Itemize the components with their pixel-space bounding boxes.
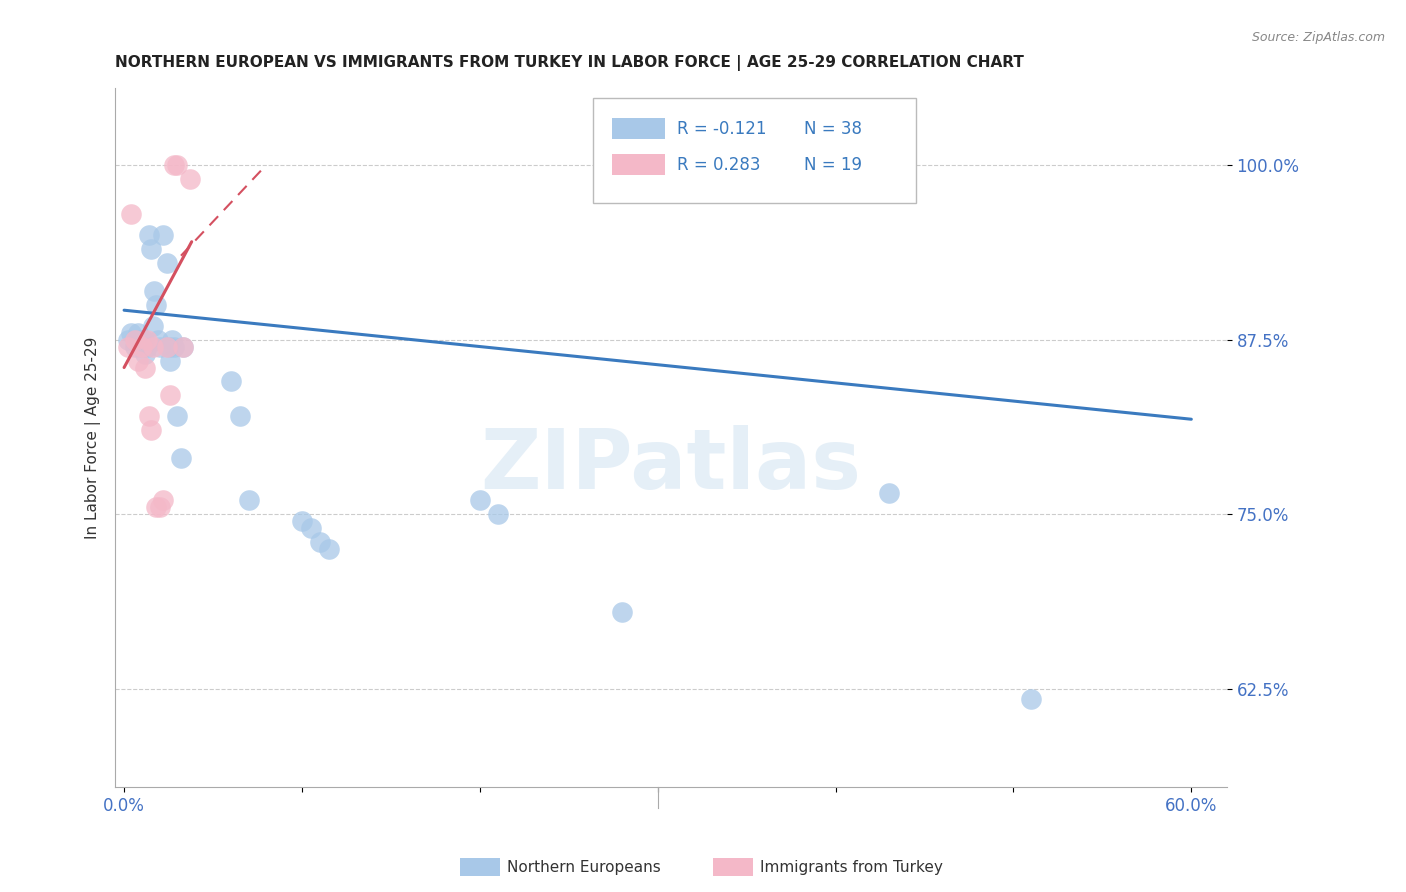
Point: [136, 333, 159, 347]
Point: [149, 500, 172, 515]
Point: [141, 340, 163, 354]
Point: [131, 340, 153, 354]
Point: [145, 298, 167, 312]
Y-axis label: In Labor Force | Age 25-29: In Labor Force | Age 25-29: [86, 336, 101, 539]
Point: [157, 340, 180, 354]
FancyBboxPatch shape: [612, 154, 665, 176]
Point: [139, 424, 162, 438]
Point: [877, 486, 900, 500]
Point: [166, 158, 188, 172]
Point: [228, 409, 250, 424]
Point: [159, 353, 181, 368]
Point: [152, 493, 174, 508]
Point: [124, 340, 146, 354]
Point: [172, 340, 194, 354]
Point: [146, 333, 169, 347]
Text: NORTHERN EUROPEAN VS IMMIGRANTS FROM TURKEY IN LABOR FORCE | AGE 25-29 CORRELATI: NORTHERN EUROPEAN VS IMMIGRANTS FROM TUR…: [115, 55, 1024, 71]
Text: Immigrants from Turkey: Immigrants from Turkey: [759, 860, 942, 874]
Point: [129, 333, 152, 347]
Point: [166, 409, 188, 424]
Point: [125, 333, 148, 347]
Point: [138, 227, 160, 242]
FancyBboxPatch shape: [612, 118, 665, 139]
Text: N = 19: N = 19: [804, 156, 862, 174]
Point: [179, 171, 201, 186]
Point: [138, 409, 160, 424]
Point: [149, 340, 172, 354]
Point: [610, 605, 633, 619]
Point: [170, 451, 193, 466]
Point: [163, 158, 186, 172]
Text: Northern Europeans: Northern Europeans: [506, 860, 661, 874]
Point: [486, 508, 509, 522]
Point: [127, 326, 149, 340]
Point: [291, 514, 314, 528]
Point: [318, 542, 340, 557]
Point: [127, 353, 149, 368]
Text: R = 0.283: R = 0.283: [676, 156, 761, 174]
Point: [143, 284, 166, 298]
Point: [308, 535, 330, 549]
Point: [134, 346, 156, 360]
Point: [299, 521, 322, 535]
Point: [468, 493, 491, 508]
Text: ZIPatlas: ZIPatlas: [481, 425, 862, 506]
Point: [124, 333, 146, 347]
Point: [120, 326, 142, 340]
Point: [117, 340, 139, 354]
Point: [145, 500, 167, 515]
Text: N = 38: N = 38: [804, 120, 862, 137]
Point: [131, 340, 153, 354]
Point: [160, 333, 183, 347]
Text: Source: ZipAtlas.com: Source: ZipAtlas.com: [1251, 31, 1385, 45]
Text: R = -0.121: R = -0.121: [676, 120, 766, 137]
Point: [141, 318, 163, 333]
Point: [238, 493, 260, 508]
Point: [156, 340, 179, 354]
Point: [134, 360, 156, 375]
Point: [117, 333, 139, 347]
Point: [163, 340, 186, 354]
FancyBboxPatch shape: [593, 98, 915, 203]
Point: [132, 333, 155, 347]
Point: [219, 375, 242, 389]
Point: [152, 227, 174, 242]
Point: [136, 340, 159, 354]
Point: [159, 388, 181, 402]
Point: [172, 340, 194, 354]
Point: [1019, 691, 1042, 706]
Point: [156, 255, 179, 269]
Point: [120, 207, 142, 221]
Point: [139, 242, 162, 256]
